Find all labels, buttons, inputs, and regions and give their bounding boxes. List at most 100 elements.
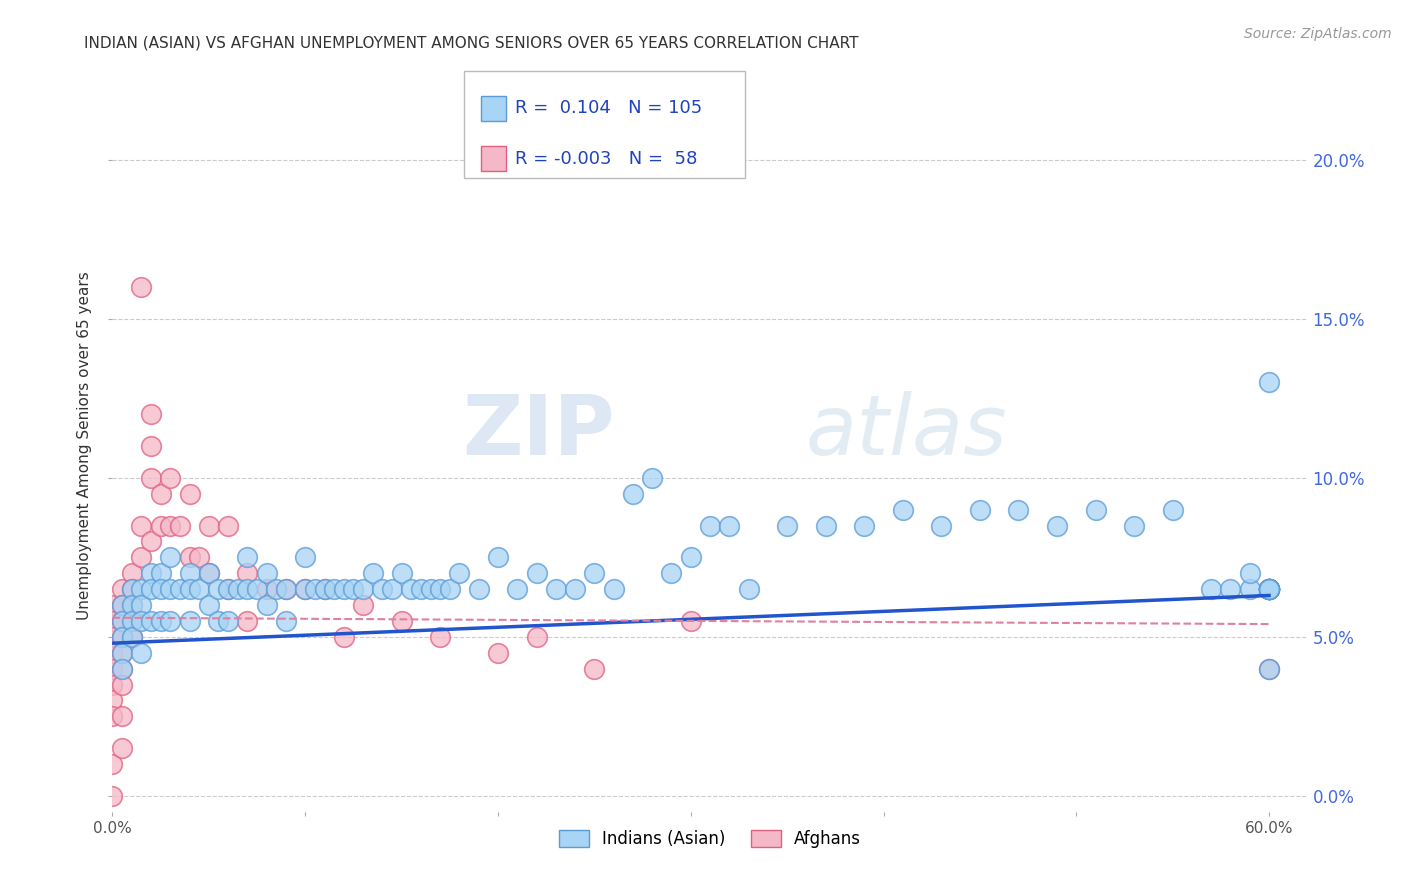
Point: [1123, 518, 1146, 533]
Point: [101, 662, 124, 676]
Point: [111, 662, 134, 676]
Point: [111, 709, 134, 723]
Point: [583, 662, 606, 676]
Point: [391, 614, 413, 628]
Point: [1258, 582, 1281, 596]
Point: [121, 630, 143, 644]
Point: [969, 502, 991, 516]
Point: [111, 630, 134, 644]
Point: [139, 439, 162, 453]
Point: [111, 598, 134, 612]
Point: [361, 566, 384, 581]
Point: [1258, 582, 1281, 596]
Point: [1258, 582, 1281, 596]
Point: [149, 614, 172, 628]
Point: [526, 630, 548, 644]
Point: [101, 598, 124, 612]
Point: [294, 550, 316, 565]
Point: [564, 582, 586, 596]
Text: atlas: atlas: [806, 391, 1007, 472]
Point: [1219, 582, 1241, 596]
Point: [1258, 582, 1281, 596]
Point: [486, 646, 509, 660]
Point: [256, 566, 278, 581]
Point: [1161, 502, 1184, 516]
Point: [314, 582, 336, 596]
Point: [131, 614, 153, 628]
Point: [121, 582, 143, 596]
Point: [1258, 582, 1281, 596]
Point: [776, 518, 799, 533]
Point: [111, 646, 134, 660]
Point: [149, 486, 172, 500]
Point: [621, 486, 644, 500]
Point: [198, 566, 221, 581]
Point: [188, 582, 211, 596]
Point: [236, 582, 259, 596]
Point: [391, 566, 413, 581]
Point: [401, 582, 423, 596]
Point: [179, 486, 201, 500]
Point: [217, 518, 239, 533]
Point: [352, 582, 374, 596]
Point: [131, 550, 153, 565]
Point: [236, 614, 259, 628]
Point: [323, 582, 346, 596]
Point: [121, 566, 143, 581]
Point: [1239, 566, 1261, 581]
Point: [188, 550, 211, 565]
Point: [131, 646, 153, 660]
Point: [1084, 502, 1107, 516]
Point: [246, 582, 269, 596]
Point: [1007, 502, 1029, 516]
Point: [602, 582, 624, 596]
Point: [139, 614, 162, 628]
Point: [1258, 662, 1281, 676]
Point: [121, 630, 143, 644]
Point: [139, 471, 162, 485]
Point: [131, 582, 153, 596]
Point: [256, 598, 278, 612]
Point: [101, 614, 124, 628]
Point: [419, 582, 441, 596]
Point: [333, 630, 356, 644]
Point: [439, 582, 461, 596]
Point: [198, 566, 221, 581]
Point: [256, 582, 278, 596]
Point: [429, 582, 451, 596]
Point: [139, 407, 162, 421]
Point: [266, 582, 288, 596]
Point: [198, 518, 221, 533]
Point: [111, 662, 134, 676]
Point: [429, 630, 451, 644]
Point: [853, 518, 876, 533]
Point: [131, 518, 153, 533]
Point: [737, 582, 759, 596]
Point: [1258, 582, 1281, 596]
Point: [467, 582, 489, 596]
Point: [342, 582, 364, 596]
Point: [111, 646, 134, 660]
Text: R =  0.104   N = 105: R = 0.104 N = 105: [515, 100, 702, 118]
Point: [506, 582, 529, 596]
Point: [121, 614, 143, 628]
Point: [217, 614, 239, 628]
Point: [409, 582, 432, 596]
Point: [1046, 518, 1069, 533]
Point: [121, 598, 143, 612]
Text: ZIP: ZIP: [463, 391, 614, 472]
Point: [131, 598, 153, 612]
Point: [139, 534, 162, 549]
Point: [111, 630, 134, 644]
Point: [814, 518, 837, 533]
Point: [121, 614, 143, 628]
Point: [101, 646, 124, 660]
Point: [111, 614, 134, 628]
Point: [236, 566, 259, 581]
Point: [1258, 376, 1281, 390]
Point: [679, 614, 702, 628]
Point: [159, 518, 181, 533]
Point: [891, 502, 914, 516]
Point: [149, 518, 172, 533]
Point: [149, 566, 172, 581]
